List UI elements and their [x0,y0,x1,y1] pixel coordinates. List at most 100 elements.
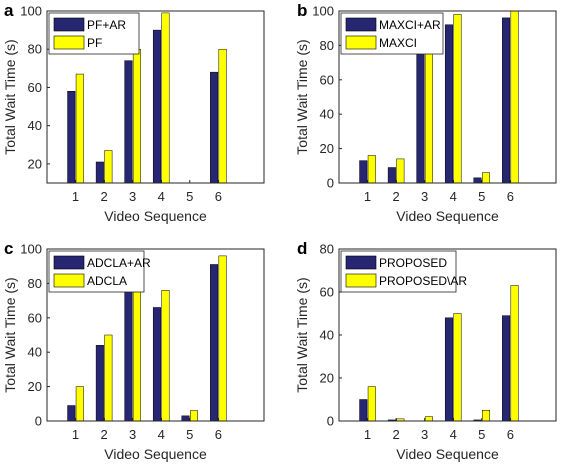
x-tick-label: 5 [478,427,485,442]
x-tick-label: 3 [421,427,428,442]
bar-series1-2 [95,161,104,184]
bar-series2-5 [482,410,491,422]
x-tick-label: 3 [421,189,428,204]
legend-label: MAXCI+AR [379,18,441,32]
bar-series2-5 [482,172,491,184]
bar-series1-3 [124,291,133,422]
y-tick-label: 80 [28,42,42,57]
legend-swatch [345,35,377,50]
bar-series1-1 [359,399,368,422]
chart-panel-a: a 1 2 3 4 5 6 20 40 60 80 100 Video Sequence Total Wa… [2,1,265,224]
bar-series2-3 [424,416,433,422]
y-axis-title: Total Wait Time (s) [294,39,310,154]
y-tick-label: 80 [320,38,334,53]
x-tick-label: 2 [100,189,107,204]
bar-series1-2 [387,167,396,184]
bar-series2-6 [510,10,519,184]
legend-swatch [53,273,85,288]
axes-box [46,10,265,184]
x-tick-label: 1 [364,189,371,204]
legend-swatch [53,35,85,50]
y-tick-label: 80 [28,276,42,291]
y-tick-label: 100 [312,4,334,19]
y-tick-label: 60 [320,72,334,87]
y-tick-label: 20 [28,156,42,171]
bar-series1-1 [67,91,76,184]
panel-label: b [297,1,307,20]
bar-series2-1 [367,155,376,184]
bar-series1-3 [416,53,425,184]
legend: PF+AR PF [48,12,140,55]
legend-swatch [345,273,377,288]
y-tick-label: 100 [20,242,42,257]
bar-series2-4 [161,290,170,422]
bar-series2-6 [218,255,227,422]
bar-series1-1 [67,405,76,422]
legend: PROPOSED PROPOSED\AR [340,250,467,293]
legend-label: PROPOSED [379,256,447,270]
x-tick-label: 3 [129,427,136,442]
y-tick-label: 40 [320,328,334,343]
bar-series2-2 [104,334,113,422]
bar-series2-3 [424,45,433,184]
y-tick-label: 20 [320,371,334,386]
y-tick-label: 40 [320,107,334,122]
x-tick-label: 4 [158,189,165,204]
x-axis-title: Video Sequence [396,446,499,462]
y-tick-label: 40 [28,118,42,133]
bar-series1-1 [359,160,368,184]
bar-series1-4 [444,24,453,184]
legend-swatch [53,255,85,270]
x-tick-label: 4 [158,427,165,442]
bar-series1-4 [444,317,453,422]
bar-series2-2 [104,150,113,184]
bar-series2-5 [190,410,199,422]
panel-label: d [297,239,307,258]
x-tick-label: 5 [186,189,193,204]
bar-series1-6 [502,17,511,184]
x-axis-title: Video Sequence [104,446,207,462]
bar-series1-5 [473,177,482,184]
legend-label: PF [87,36,102,50]
x-axis-title: Video Sequence [396,208,499,224]
y-tick-label: 0 [327,176,334,191]
legend: ADCLA+AR ADCLA [48,250,151,293]
legend-label: ADCLA [87,274,127,288]
x-tick-label: 2 [392,189,399,204]
y-axis-title: Total Wait Time (s) [2,277,18,392]
x-tick-label: 2 [100,427,107,442]
legend-swatch [345,17,377,32]
x-tick-label: 6 [507,189,514,204]
y-tick-label: 60 [28,310,42,325]
bar-series2-4 [453,313,462,422]
x-tick-label: 3 [129,189,136,204]
panel-label: c [4,239,13,258]
bar-series1-3 [124,60,133,184]
bar-series1-4 [152,29,161,184]
x-tick-label: 4 [450,189,457,204]
x-tick-label: 1 [72,427,79,442]
x-tick-label: 2 [392,427,399,442]
legend-label: MAXCI [379,36,417,50]
x-tick-label: 1 [364,427,371,442]
legend-swatch [345,255,377,270]
y-tick-label: 60 [320,285,334,300]
x-tick-label: 4 [450,427,457,442]
bar-series2-6 [510,285,519,422]
bar-series2-2 [396,158,405,184]
y-tick-label: 20 [28,379,42,394]
y-tick-label: 20 [320,141,334,156]
axes-box [338,248,557,422]
y-tick-label: 80 [320,242,334,257]
bar-series2-3 [132,48,141,184]
legend-label: PF+AR [87,18,126,32]
y-axis-title: Total Wait Time (s) [2,39,18,154]
x-tick-label: 1 [72,189,79,204]
x-axis-title: Video Sequence [104,208,207,224]
bar-series2-3 [132,283,141,422]
legend-label: PROPOSED\AR [379,274,467,288]
bar-series1-6 [210,71,219,184]
